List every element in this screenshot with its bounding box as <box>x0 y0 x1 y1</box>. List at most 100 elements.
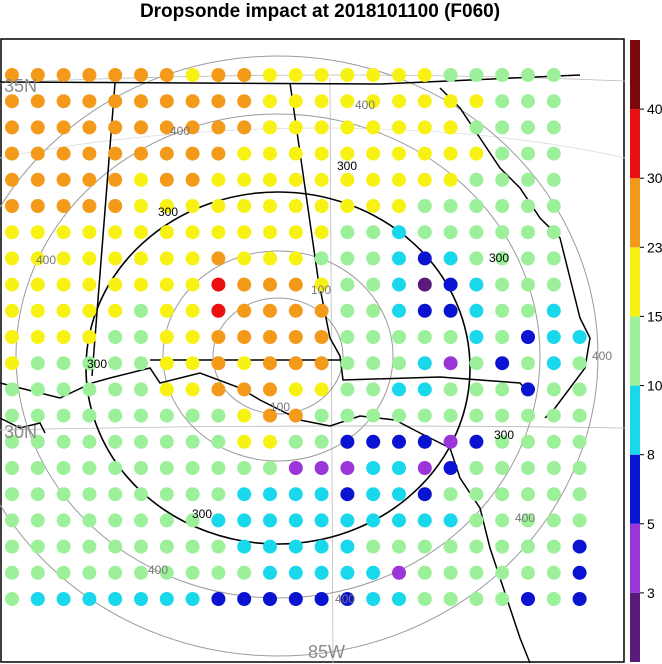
impact-dot <box>82 565 97 580</box>
impact-dot <box>263 487 277 502</box>
impact-dot <box>108 94 123 109</box>
impact-dot <box>417 225 432 240</box>
impact-dot <box>495 68 510 82</box>
impact-dot <box>443 199 458 213</box>
impact-dot <box>134 539 148 554</box>
impact-dot <box>417 513 432 528</box>
impact-dot <box>366 303 381 318</box>
impact-dot <box>314 199 329 213</box>
impact-dot <box>288 199 303 213</box>
impact-dot <box>521 382 535 397</box>
impact-dot <box>521 592 535 606</box>
impact-dot <box>82 277 97 292</box>
impact-dot <box>417 356 432 371</box>
impact-dot <box>392 565 406 580</box>
impact-dot <box>546 513 561 528</box>
impact-dot <box>443 251 458 266</box>
impact-dot <box>546 461 561 475</box>
impact-dot <box>56 251 71 266</box>
impact-dot <box>443 408 458 423</box>
impact-dot <box>392 251 406 266</box>
impact-dot <box>572 592 587 606</box>
impact-dots <box>5 68 587 606</box>
impact-dot <box>495 199 510 213</box>
colorbar-block <box>630 40 640 110</box>
impact-dot <box>469 172 484 187</box>
impact-dot <box>30 146 45 161</box>
impact-dot <box>159 120 174 135</box>
impact-dot <box>288 330 303 344</box>
impact-dot <box>443 356 458 371</box>
impact-dot <box>263 94 277 109</box>
impact-dot <box>366 199 381 213</box>
impact-dot <box>443 434 458 449</box>
impact-dot <box>288 172 303 187</box>
impact-dot <box>82 225 97 240</box>
impact-dot <box>392 199 406 213</box>
impact-dot <box>392 120 406 135</box>
impact-dot <box>134 592 148 606</box>
impact-dot <box>469 225 484 240</box>
impact-dot <box>417 94 432 109</box>
impact-dot <box>495 146 510 161</box>
impact-dot <box>288 68 303 82</box>
impact-dot <box>366 461 381 475</box>
impact-dot <box>134 356 148 371</box>
impact-dot <box>211 68 226 82</box>
impact-dot <box>314 146 329 161</box>
impact-dot <box>417 120 432 135</box>
impact-dot <box>159 592 174 606</box>
impact-dot <box>443 539 458 554</box>
impact-dot <box>134 172 148 187</box>
impact-dot <box>314 565 329 580</box>
impact-dot <box>366 592 381 606</box>
impact-dot <box>108 120 123 135</box>
impact-dot <box>340 251 355 266</box>
impact-dot <box>392 146 406 161</box>
impact-dot <box>546 146 561 161</box>
impact-dot <box>237 146 252 161</box>
impact-dot <box>211 487 226 502</box>
impact-dot <box>443 94 458 109</box>
impact-dot <box>314 303 329 318</box>
impact-dot <box>521 303 535 318</box>
colorbar-block <box>630 178 640 248</box>
impact-dot <box>288 565 303 580</box>
impact-dot <box>134 565 148 580</box>
impact-dot <box>572 434 587 449</box>
impact-dot <box>30 565 45 580</box>
impact-dot <box>263 565 277 580</box>
impact-dot <box>159 539 174 554</box>
impact-dot <box>521 356 535 371</box>
impact-dot <box>30 461 45 475</box>
impact-dot <box>392 539 406 554</box>
impact-dot <box>185 330 200 344</box>
impact-dot <box>211 513 226 528</box>
impact-dot <box>82 199 97 213</box>
impact-dot <box>546 592 561 606</box>
colorbar-tick-label: 10 <box>647 378 662 394</box>
impact-dot <box>469 94 484 109</box>
impact-dot <box>366 408 381 423</box>
colorbar-block <box>630 523 640 593</box>
impact-dot <box>237 487 252 502</box>
colorbar-block <box>630 109 640 179</box>
impact-dot <box>237 120 252 135</box>
impact-dot <box>366 146 381 161</box>
impact-dot <box>392 303 406 318</box>
impact-dot <box>263 199 277 213</box>
impact-dot <box>546 68 561 82</box>
ring-label-400-nw: 400 <box>170 124 190 138</box>
impact-dot <box>366 172 381 187</box>
impact-dot <box>263 513 277 528</box>
impact-dot <box>340 68 355 82</box>
impact-dot <box>546 539 561 554</box>
impact-dot <box>185 146 200 161</box>
ring-label-300-ne: 300 <box>489 251 509 265</box>
impact-dot <box>185 461 200 475</box>
impact-dot <box>366 539 381 554</box>
impact-dot <box>5 513 19 528</box>
impact-dot <box>159 303 174 318</box>
impact-dot <box>159 251 174 266</box>
impact-dot <box>159 68 174 82</box>
